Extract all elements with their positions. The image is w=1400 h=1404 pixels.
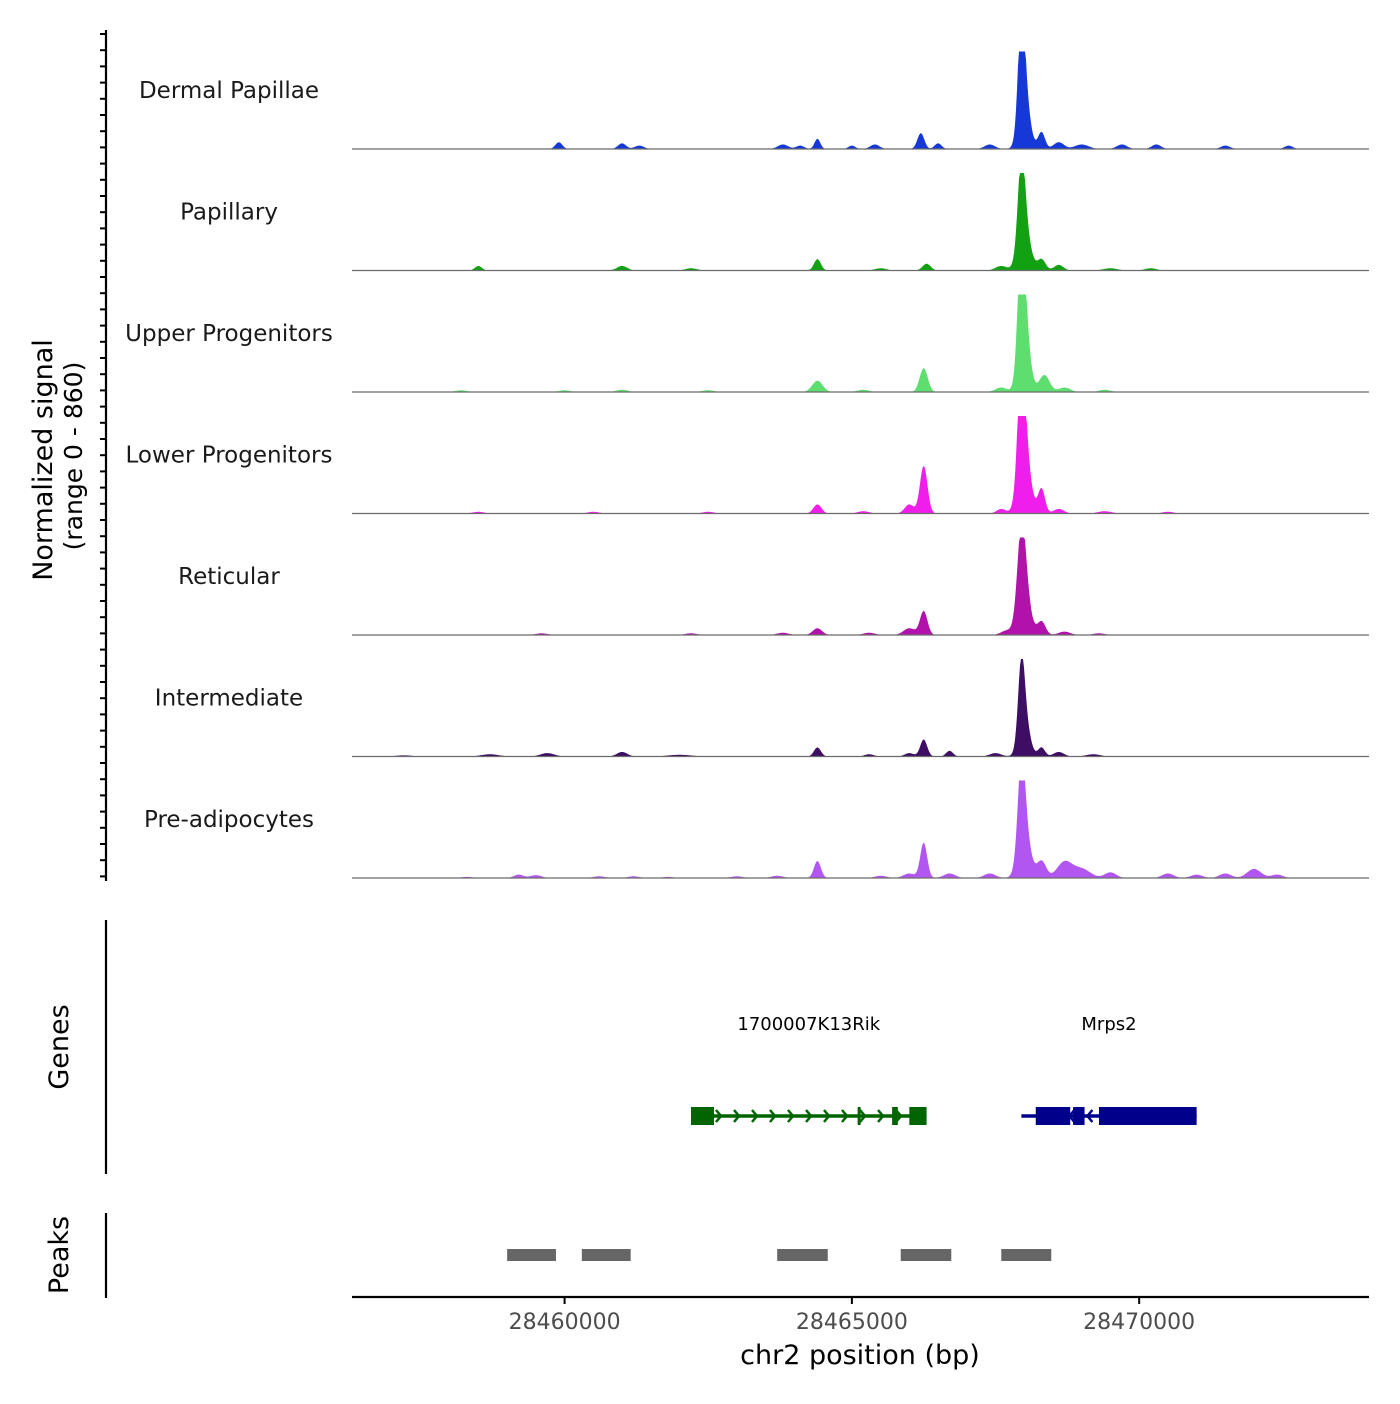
gene-strand-arrow (751, 1109, 759, 1123)
track-label: Papillary (180, 200, 278, 226)
track-signal-area (352, 294, 1369, 392)
gene-strand-arrow (715, 1109, 723, 1123)
track-label: Reticular (178, 564, 280, 590)
peaks-track (507, 1249, 1052, 1261)
track-lower-progenitors: Lower Progenitors (126, 416, 1369, 515)
gene-label: Mrps2 (1081, 1014, 1136, 1035)
track-pre-adipocytes: Pre-adipocytes (144, 780, 1369, 879)
peak-region (900, 1249, 952, 1261)
gene-strand-arrow (769, 1109, 777, 1123)
gene-mrps2: Mrps2 (1021, 1014, 1197, 1125)
gene-strand-arrow (877, 1109, 885, 1123)
track-signal-area (352, 537, 1369, 635)
x-axis-ticks: 28460000 28465000 28470000 (509, 1297, 1195, 1335)
gene-exon (1098, 1107, 1197, 1125)
gene-1700007k13rik: 1700007K13Rik (691, 1014, 927, 1125)
genes-track: 1700007K13Rik Mrps2 (691, 1014, 1197, 1125)
track-label: Upper Progenitors (125, 321, 333, 347)
gene-exon (857, 1107, 861, 1125)
track-papillary: Papillary (180, 173, 1369, 272)
track-signal-area (352, 416, 1369, 514)
y-axis-label: Normalized signal (28, 339, 59, 581)
peaks-panel-label: Peaks (44, 1216, 75, 1294)
gene-exon (909, 1107, 927, 1125)
x-axis-label: chr2 position (bp) (740, 1340, 980, 1371)
gene-strand-arrow (805, 1109, 813, 1123)
x-axis-tick-label: 28465000 (796, 1310, 908, 1335)
gene-strand-arrow (823, 1109, 831, 1123)
gene-exon (892, 1107, 898, 1125)
gene-exon (1073, 1107, 1085, 1125)
x-axis-tick-label: 28460000 (509, 1310, 621, 1335)
gene-strand-arrow (859, 1109, 867, 1123)
y-axis-range-label: (range 0 - 860) (59, 362, 88, 551)
track-label: Pre-adipocytes (144, 807, 314, 833)
peak-region (777, 1249, 828, 1261)
track-reticular: Reticular (178, 537, 1369, 636)
track-intermediate: Intermediate (155, 659, 1369, 758)
gene-strand-arrow (1085, 1109, 1094, 1123)
x-axis-tick-label: 28470000 (1083, 1310, 1195, 1335)
genes-panel-label: Genes (44, 1004, 75, 1089)
gene-exon (691, 1107, 714, 1125)
gene-strand-arrow (841, 1109, 849, 1123)
track-signal-area (352, 780, 1369, 878)
track-label: Lower Progenitors (126, 443, 333, 469)
signal-tracks: Dermal Papillae Papillary Upper Progenitor… (125, 51, 1369, 879)
gene-strand-arrow (733, 1109, 741, 1123)
track-label: Dermal Papillae (139, 78, 319, 104)
peak-region (581, 1249, 631, 1261)
track-label: Intermediate (155, 686, 303, 712)
gene-exon (1035, 1107, 1071, 1125)
signal-axis-ticks (100, 33, 106, 878)
track-dermal-papillae: Dermal Papillae (139, 51, 1369, 150)
track-signal-area (352, 173, 1369, 271)
peak-region (1001, 1249, 1052, 1261)
gene-strand-arrow (787, 1109, 795, 1123)
track-upper-progenitors: Upper Progenitors (125, 294, 1369, 393)
track-signal-area (352, 659, 1369, 757)
peak-region (507, 1249, 556, 1261)
gene-label: 1700007K13Rik (737, 1014, 880, 1035)
track-signal-area (352, 51, 1369, 149)
